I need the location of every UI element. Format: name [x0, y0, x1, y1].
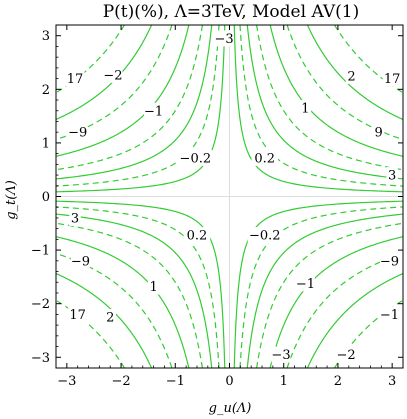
contour-label-bg	[178, 149, 213, 166]
contour-label-bg	[144, 102, 164, 119]
x-tick-label: 3	[388, 374, 396, 389]
contour-label: 1	[149, 280, 157, 295]
contour-label: 9	[374, 126, 382, 141]
contour-label: −3	[214, 32, 233, 47]
contour-line	[256, 24, 404, 171]
contour-label-bg	[336, 346, 356, 363]
x-axis-label: g_u(Λ)	[209, 401, 252, 416]
contour-label: −9	[380, 254, 399, 269]
contour-label: 2	[106, 311, 114, 326]
contour-label: −1	[380, 308, 399, 323]
contour-label: 3	[71, 211, 79, 226]
contour-label: −0.2	[249, 229, 281, 244]
contour-label-bg	[386, 167, 398, 184]
contour-line	[286, 252, 404, 369]
contour-label-bg	[372, 124, 385, 141]
contour-label-bg	[382, 70, 402, 87]
contour-line	[306, 272, 404, 369]
contour-label-bg	[65, 70, 85, 87]
contour-line	[233, 200, 404, 369]
x-tick-label: −3	[57, 374, 76, 389]
contour-line	[246, 24, 404, 180]
x-tick-label: 1	[280, 374, 288, 389]
contour-label-bg	[251, 149, 278, 166]
y-axis-label: g_t(Λ)	[4, 180, 19, 220]
contour-label: 17	[384, 72, 401, 87]
contour-label-bg	[299, 100, 312, 117]
contour-label-bg	[147, 278, 160, 295]
contour-label-bg	[68, 124, 88, 141]
contour-line	[233, 24, 404, 193]
contour-line	[55, 24, 213, 180]
grid-lines	[56, 25, 403, 368]
contour-label: −2	[336, 348, 355, 363]
contour-labels: −3 −2 17 −1 −9 −0.2 0.2 1 2 17 9 3 3 0.2 −0.2 −9 1 17 2 −1 −…	[65, 30, 402, 363]
contour-label-bg	[214, 30, 234, 47]
contour-line	[55, 24, 226, 193]
chart-title: P(t)(%), Λ=3TeV, Model AV(1)	[103, 2, 360, 22]
x-tick-label: −2	[111, 374, 130, 389]
y-tick-label: 1	[42, 136, 50, 151]
y-tick-label: 2	[42, 83, 50, 98]
contour-label-bg	[103, 66, 123, 83]
axis-ticks: −3 −2 −1 0 1 2 3 −3 −2 −1 0 1 2 3	[31, 25, 403, 389]
contour-label: −9	[71, 254, 90, 269]
contour-line	[55, 222, 203, 369]
contour-label-bg	[69, 209, 81, 226]
x-tick-label: −1	[166, 374, 185, 389]
contour-label: −0.2	[180, 151, 212, 166]
contour-label: −3	[271, 348, 290, 363]
contour-line	[55, 236, 190, 369]
y-tick-label: −2	[31, 297, 50, 312]
contour-label: −1	[296, 277, 315, 292]
contour-label: 17	[67, 72, 84, 87]
y-tick-label: 3	[42, 29, 50, 44]
contour-label-bg	[247, 227, 282, 244]
contour-label-bg	[68, 306, 88, 323]
contour-label-bg	[104, 309, 116, 326]
contour-label-bg	[295, 275, 315, 292]
y-tick-label: −3	[31, 351, 50, 366]
contour-label-bg	[271, 346, 291, 363]
x-tick-label: 0	[225, 374, 233, 389]
contour-label-bg	[345, 67, 358, 84]
contour-line	[269, 24, 404, 157]
contour-label-bg	[183, 227, 211, 244]
y-tick-label: −1	[31, 244, 50, 259]
contour-label-bg	[379, 252, 399, 269]
contour-line	[286, 24, 404, 141]
contour-label: 3	[388, 169, 396, 184]
contour-label: 17	[69, 308, 86, 323]
contour-label: 0.2	[187, 229, 208, 244]
y-tick-label: 0	[42, 190, 50, 205]
contour-line	[55, 252, 173, 369]
contour-label-bg	[70, 252, 90, 269]
contour-label: −9	[68, 126, 87, 141]
x-tick-label: 2	[334, 374, 342, 389]
contour-line	[55, 24, 173, 141]
contour-line	[246, 213, 404, 369]
contour-label: 1	[301, 102, 309, 117]
contour-label-bg	[379, 306, 399, 323]
contour-label: 2	[347, 69, 355, 84]
contour-label: −2	[103, 68, 122, 83]
contour-label: 0.2	[254, 151, 275, 166]
contour-label: −1	[144, 104, 163, 119]
contour-line	[55, 24, 203, 171]
contour-line	[256, 222, 404, 369]
contour-line	[55, 213, 213, 369]
contour-line	[55, 200, 226, 369]
